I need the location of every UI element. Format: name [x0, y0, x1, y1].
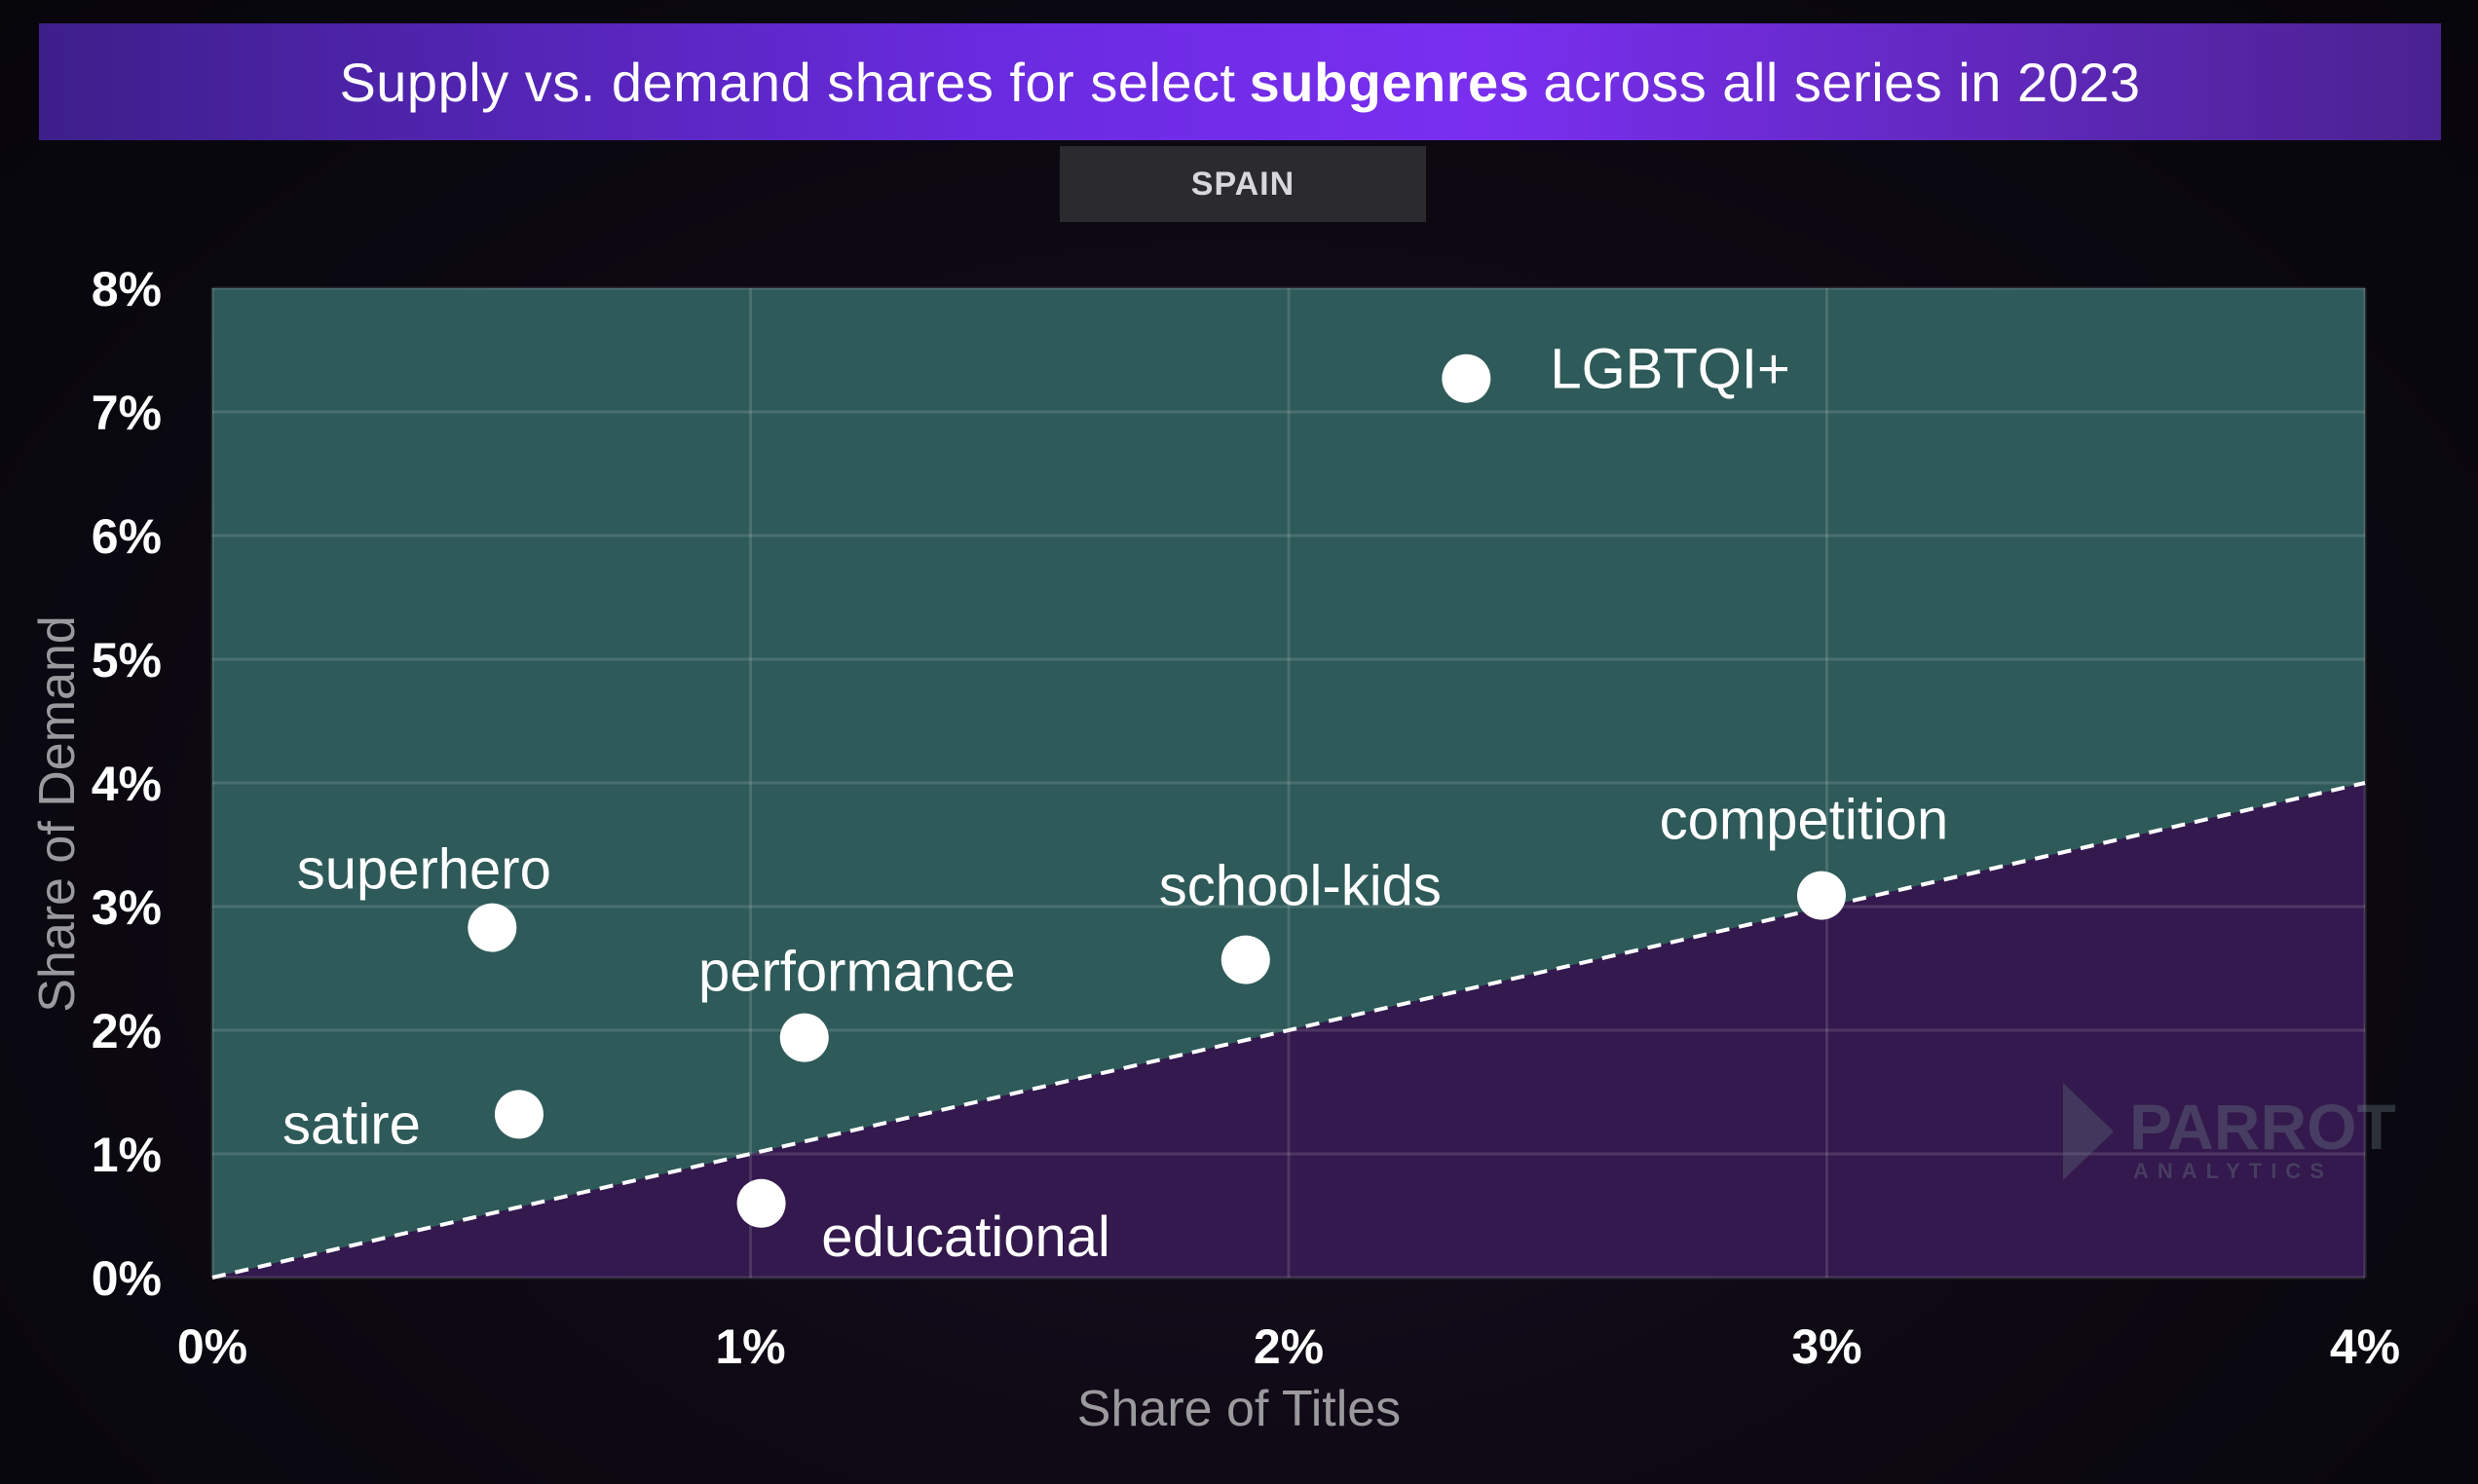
point-label: competition — [1660, 789, 1949, 852]
region-above-line — [212, 288, 2365, 1278]
data-points — [468, 353, 1846, 1228]
point-label: performance — [698, 941, 1016, 1004]
point-label: school-kids — [1159, 855, 1442, 918]
data-point — [736, 1178, 786, 1228]
y-axis-ticks: 0% 1% 2% 3% 4% 5% 6% 7% 8% — [92, 262, 162, 1306]
point-label: superhero — [297, 838, 551, 902]
y-tick-label: 5% — [92, 633, 162, 687]
y-tick-label: 2% — [92, 1004, 162, 1058]
x-tick-label: 3% — [1791, 1319, 1861, 1374]
data-point — [1796, 871, 1846, 920]
region-tab: SPAIN — [1060, 146, 1426, 222]
title-text-bold: subgenres — [1249, 51, 1530, 113]
gridlines — [210, 286, 2367, 1280]
chart-title: Supply vs. demand shares for select subg… — [39, 23, 2441, 140]
data-point — [468, 903, 517, 952]
data-point — [779, 1013, 829, 1062]
y-axis-label: Share of Demand — [29, 615, 86, 1013]
point-labels: LGBTQI+ competition superhero school-kids pe… — [282, 338, 1948, 1269]
y-tick-label: 4% — [92, 757, 162, 811]
title-text-pre: Supply vs. demand shares for select — [339, 51, 1236, 113]
x-axis-ticks: 0% 1% 2% 3% 4% — [177, 1319, 2400, 1374]
reference-line — [211, 781, 2366, 1280]
y-tick-label: 0% — [92, 1251, 162, 1306]
x-tick-label: 4% — [2330, 1319, 2400, 1374]
watermark-sub: ANALYTICS — [2133, 1159, 2333, 1183]
point-label: educational — [821, 1206, 1110, 1269]
y-tick-label: 8% — [92, 262, 162, 316]
x-tick-label: 0% — [177, 1319, 247, 1374]
watermark-brand: PARROT — [2129, 1091, 2396, 1163]
data-point — [1442, 353, 1491, 403]
data-point — [494, 1090, 544, 1139]
x-axis-label: Share of Titles — [1077, 1381, 1401, 1437]
parrot-logo-icon — [2063, 1083, 2114, 1180]
x-tick-label: 2% — [1254, 1319, 1324, 1374]
y-tick-label: 3% — [92, 880, 162, 935]
y-tick-label: 6% — [92, 509, 162, 564]
y-tick-label: 7% — [92, 386, 162, 440]
point-label: satire — [282, 1093, 421, 1156]
x-tick-label: 1% — [715, 1319, 785, 1374]
reference-line-group — [211, 781, 2366, 1280]
title-text-post: across all series in 2023 — [1543, 51, 2141, 113]
data-point — [1220, 935, 1270, 984]
y-tick-label: 1% — [92, 1128, 162, 1182]
point-label: LGBTQI+ — [1550, 338, 1790, 401]
